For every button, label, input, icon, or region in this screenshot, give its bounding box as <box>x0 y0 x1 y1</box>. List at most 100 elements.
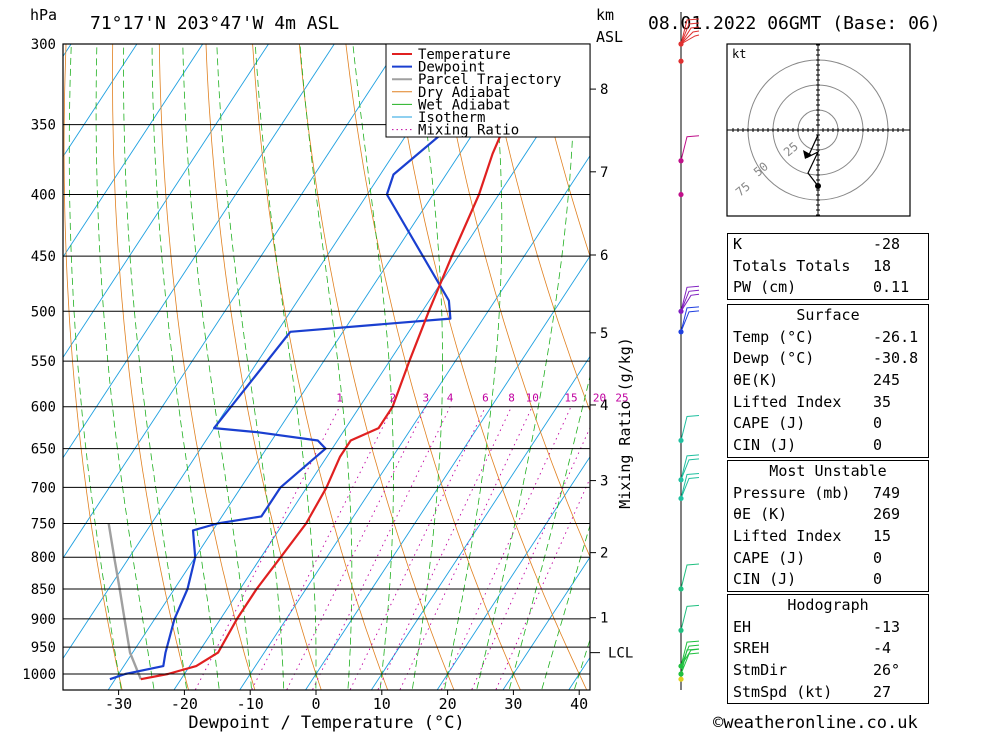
wet-adiabat-line <box>299 44 353 690</box>
dry-adiabat-line <box>205 44 322 690</box>
hodograph-row: StmSpd (kt) 27 <box>733 682 892 701</box>
legend-entry: Dewpoint <box>418 60 485 76</box>
mixing-ratio-axis-label: Mixing Ratio (g/kg) <box>616 337 634 509</box>
wet-adiabat-line <box>151 44 220 690</box>
isotherm-line <box>63 44 72 58</box>
dry-adiabat-line <box>112 44 189 690</box>
hpa-unit-label: hPa <box>30 6 57 24</box>
mixing-ratio-label: 25 <box>615 392 628 405</box>
index-row-totals: Totals Totals 18 <box>733 256 892 275</box>
mixing-ratio-label: 4 <box>447 392 454 405</box>
dry-adiabat-line <box>438 44 590 558</box>
hodograph-indices-panel: Hodograph EH -13 SREH -4 StmDir 26° StmSpd … <box>727 594 929 705</box>
isotherm-line <box>63 44 401 559</box>
dry-adiabat-line <box>991 26 1000 699</box>
wind-barb <box>680 648 700 675</box>
pressure-tick-label: 600 <box>31 400 56 416</box>
x-tick-label: -30 <box>105 695 132 713</box>
pressure-tick-label: 650 <box>31 442 56 458</box>
surface-row: Lifted Index 35 <box>733 392 892 411</box>
plot-frame <box>62 43 591 691</box>
wind-barb <box>680 640 700 667</box>
mixing-ratio-line <box>471 426 590 690</box>
wind-barb <box>680 476 700 499</box>
wind-level-dot <box>678 191 684 198</box>
wet-adiabat-line <box>95 44 155 690</box>
pressure-tick-label: 500 <box>31 304 56 320</box>
x-tick-label: 0 <box>311 695 320 713</box>
most-unstable-row: Pressure (mb) 749 <box>733 483 901 502</box>
lcl-label: LCL <box>608 646 633 662</box>
parcel-trajectory-line <box>107 523 142 680</box>
mixing-ratio-label: 8 <box>508 392 515 405</box>
wet-adiabat-line <box>443 44 503 690</box>
mixing-ratio-label: 15 <box>564 392 577 405</box>
legend-entry: Temperature <box>418 47 511 63</box>
isotherm-line <box>63 44 467 660</box>
x-tick-label: -10 <box>237 695 264 713</box>
mixing-ratio-line <box>495 477 590 690</box>
temperature-line <box>140 44 573 681</box>
wind-barb <box>680 34 700 45</box>
dry-adiabat-line <box>252 44 389 690</box>
mixing-ratio-label: 6 <box>482 392 489 405</box>
wind-barb <box>680 22 700 45</box>
wet-adiabat-line <box>476 44 575 690</box>
mixing-ratio-label: 10 <box>526 392 539 405</box>
surface-row: θE(K) 245 <box>733 371 901 390</box>
index-row-k: K -28 <box>733 235 901 253</box>
pressure-tick-label: 850 <box>31 582 56 598</box>
pressure-tick-label: 700 <box>31 480 56 496</box>
isotherm-line <box>239 154 590 690</box>
hodograph-storm-marker <box>803 150 812 159</box>
wet-adiabat-line <box>123 44 188 690</box>
wet-adiabat-line <box>352 44 394 690</box>
hodograph-row: EH -13 <box>733 617 901 636</box>
wind-barb <box>680 306 700 332</box>
km-tick-label: 7 <box>600 165 608 181</box>
dry-adiabat-line <box>532 44 590 258</box>
most-unstable-row: CAPE (J) 0 <box>733 548 883 567</box>
wind-level-dot <box>678 676 684 682</box>
pressure-tick-label: 450 <box>31 249 56 265</box>
km-tick-label: 2 <box>600 546 608 562</box>
km-tick-label: 4 <box>600 398 608 414</box>
index-row-pw: PW (cm) 0.11 <box>733 278 910 297</box>
wind-barb <box>680 454 700 480</box>
pressure-tick-label: 300 <box>31 37 56 53</box>
wind-barb <box>680 644 700 667</box>
wind-barb <box>680 18 700 45</box>
hodograph-trace <box>806 134 820 187</box>
surface-row: CAPE (J) 0 <box>733 414 883 433</box>
location-title: 71°17'N 203°47'W 4m ASL <box>90 13 339 34</box>
mixing-ratio-line <box>349 406 486 690</box>
x-axis-label: Dewpoint / Temperature (°C) <box>188 713 464 733</box>
mixing-ratio-label: 1 <box>336 392 343 405</box>
km-unit-label: km <box>596 6 614 24</box>
wind-barb <box>680 414 700 441</box>
isotherm-line <box>370 355 590 690</box>
most-unstable-title: Most Unstable <box>769 462 887 480</box>
wind-barb <box>680 563 700 590</box>
surface-row: CIN (J) 0 <box>733 436 883 455</box>
most-unstable-panel: Most Unstable Pressure (mb) 749 θE (K) 269… <box>727 460 929 593</box>
general-indices-panel: K -28 Totals Totals 18 PW (cm) 0.11 <box>727 233 929 301</box>
asl-unit-label: ASL <box>596 28 623 46</box>
legend-entry: Mixing Ratio <box>418 123 519 139</box>
hodograph-row: SREH -4 <box>733 639 892 658</box>
mixing-ratio-line <box>440 406 572 690</box>
wet-adiabat-line <box>411 44 443 690</box>
isotherm-line <box>502 556 590 690</box>
surface-panel: Surface Temp (°C) -26.1 Dewp (°C) -30.8 θE… <box>727 304 929 458</box>
mixing-ratio-line <box>251 406 394 690</box>
wind-barb <box>680 30 700 45</box>
km-tick-label: 1 <box>600 611 608 627</box>
isotherm-line <box>0 44 5 700</box>
x-tick-label: 20 <box>439 695 457 713</box>
isotherm-line <box>63 44 204 258</box>
dry-adiabat-line <box>392 44 588 690</box>
pressure-tick-label: 550 <box>31 354 56 370</box>
hodograph-title: Hodograph <box>787 596 869 614</box>
